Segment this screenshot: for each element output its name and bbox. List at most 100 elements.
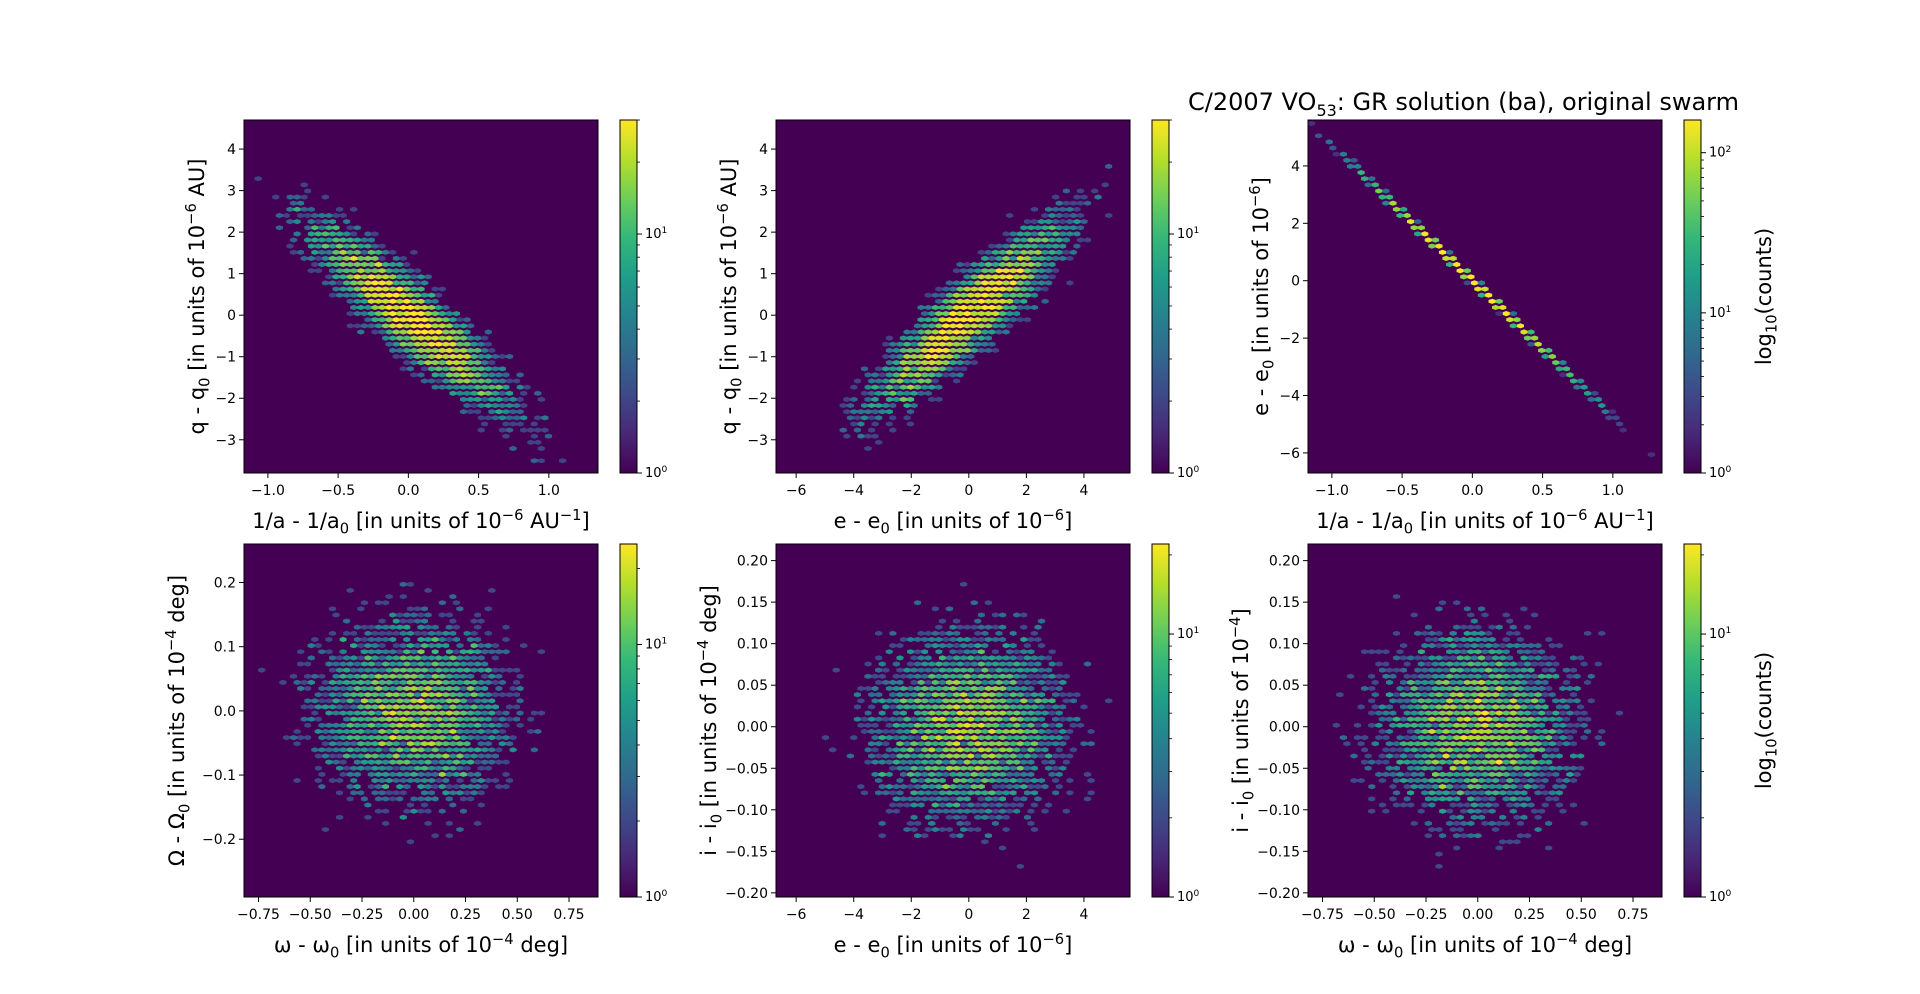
hexbin-cell [318, 710, 326, 716]
hexbin-cell [903, 716, 911, 722]
hexbin-cell [463, 341, 471, 347]
hexbin-cell [956, 298, 964, 304]
hexbin-cell [1601, 409, 1609, 415]
hexbin-cell [1392, 206, 1401, 212]
hexbin-cell [410, 274, 418, 280]
hexbin-cell [1530, 747, 1539, 753]
hexbin-cell [339, 698, 347, 704]
hexbin-cell [853, 427, 861, 433]
hexbin-cell [403, 784, 411, 790]
hexbin-cell [1619, 716, 1627, 722]
hexbin-cell [1037, 231, 1046, 237]
hexbin-cell [424, 784, 432, 790]
hexbin-cell [424, 600, 432, 606]
hexbin-cell [836, 445, 844, 452]
hexbin-cell [1126, 188, 1130, 194]
hexbin-cell [1513, 581, 1521, 587]
hexbin-cell [498, 667, 506, 673]
hexbin-cell [371, 280, 379, 286]
hexbin-cell [914, 759, 922, 765]
hexbin-cell [435, 390, 443, 396]
hexbin-cell [1456, 765, 1464, 771]
hexbin-cell [353, 771, 361, 777]
hexbin-cell [1048, 225, 1056, 231]
hexbin-cell [484, 630, 492, 636]
hexbin-cell [1492, 618, 1500, 624]
hexbin-cell [1016, 679, 1024, 685]
hexbin-cell [892, 685, 900, 692]
hexbin-cell [1538, 771, 1546, 777]
hexbin-cell [998, 735, 1007, 741]
hexbin-cell [431, 600, 439, 606]
hexbin-cell [304, 722, 312, 728]
hexbin-cell [1534, 341, 1542, 347]
hexbin-cell [1495, 735, 1503, 741]
hexbin-cell [406, 268, 414, 274]
hexbin-cell [357, 728, 365, 734]
hexbin-cell [1027, 200, 1035, 206]
hexbin-cell [860, 390, 869, 396]
hexbin-cell [1013, 759, 1021, 765]
hexbin-cell [942, 298, 950, 304]
hexbin-cell [311, 212, 319, 219]
hexbin-cell [878, 771, 886, 777]
hexbin-cell [527, 403, 535, 409]
hexbin-cell [1083, 796, 1092, 802]
hexbin-cell [967, 667, 975, 673]
hexbin-cell [1545, 796, 1553, 802]
hexbin-cell [1562, 753, 1570, 759]
hexbin-cell [1442, 655, 1450, 661]
hexbin-cell [541, 427, 549, 433]
hexbin-cell [1438, 249, 1447, 255]
hexbin-cell [931, 802, 939, 808]
hexbin-cell [1424, 636, 1432, 643]
hexbin-cell [1463, 692, 1471, 698]
hexbin-cell [1449, 765, 1457, 771]
hexbin-cell [520, 667, 528, 673]
hexbin-cell [1456, 594, 1464, 600]
hexbin-cell [1424, 833, 1432, 839]
hexbin-cell [935, 396, 943, 402]
hexbin-cell [917, 643, 925, 649]
hexbin-cell [1414, 667, 1422, 673]
hexbin-cell [1059, 643, 1067, 649]
hexbin-cell [477, 427, 485, 433]
hexbin-cell [1555, 728, 1563, 734]
hexbin-cell [1055, 673, 1063, 679]
hexbin-cell [1580, 661, 1588, 667]
hexbin-cell [367, 298, 376, 304]
hexbin-cell [332, 710, 340, 716]
hexbin-cell [374, 698, 383, 704]
hexbin-cell [481, 409, 489, 415]
hexbin-cell [1002, 268, 1010, 274]
hexbin-cell [1325, 747, 1333, 753]
hexbin-cell [1619, 427, 1627, 433]
hexbin-cell [963, 735, 971, 741]
hexbin-cell [449, 716, 457, 722]
hexbin-cell [481, 335, 489, 341]
hexbin-cell [1428, 630, 1436, 636]
hexbin-cell [889, 415, 897, 421]
hexbin-cell [1516, 771, 1524, 777]
hexbin-cell [445, 636, 453, 643]
hexbin-cell [1534, 679, 1542, 685]
hexbin-cell [970, 661, 978, 667]
hexbin-cell [956, 347, 964, 353]
hexbin-cell [1530, 759, 1539, 765]
hexbin-cell [1357, 741, 1365, 747]
hexbin-cell [853, 692, 861, 698]
hexbin-cell [818, 667, 826, 673]
hexbin-cell [1481, 722, 1489, 728]
hexbin-cell [502, 661, 510, 667]
hexbin-cell [1446, 649, 1454, 655]
hexbin-cell [1400, 728, 1408, 734]
hexbin-cells [779, 551, 1130, 897]
hexbin-cell [885, 384, 893, 390]
hexbin-cell [293, 194, 301, 200]
hexbin-cell [435, 366, 443, 372]
hexbin-cell [928, 360, 936, 366]
hexbin-cell [1083, 661, 1092, 667]
hexbin-cell [906, 710, 915, 716]
hexbin-cell [1516, 649, 1524, 655]
hexbin-cell [970, 685, 978, 692]
